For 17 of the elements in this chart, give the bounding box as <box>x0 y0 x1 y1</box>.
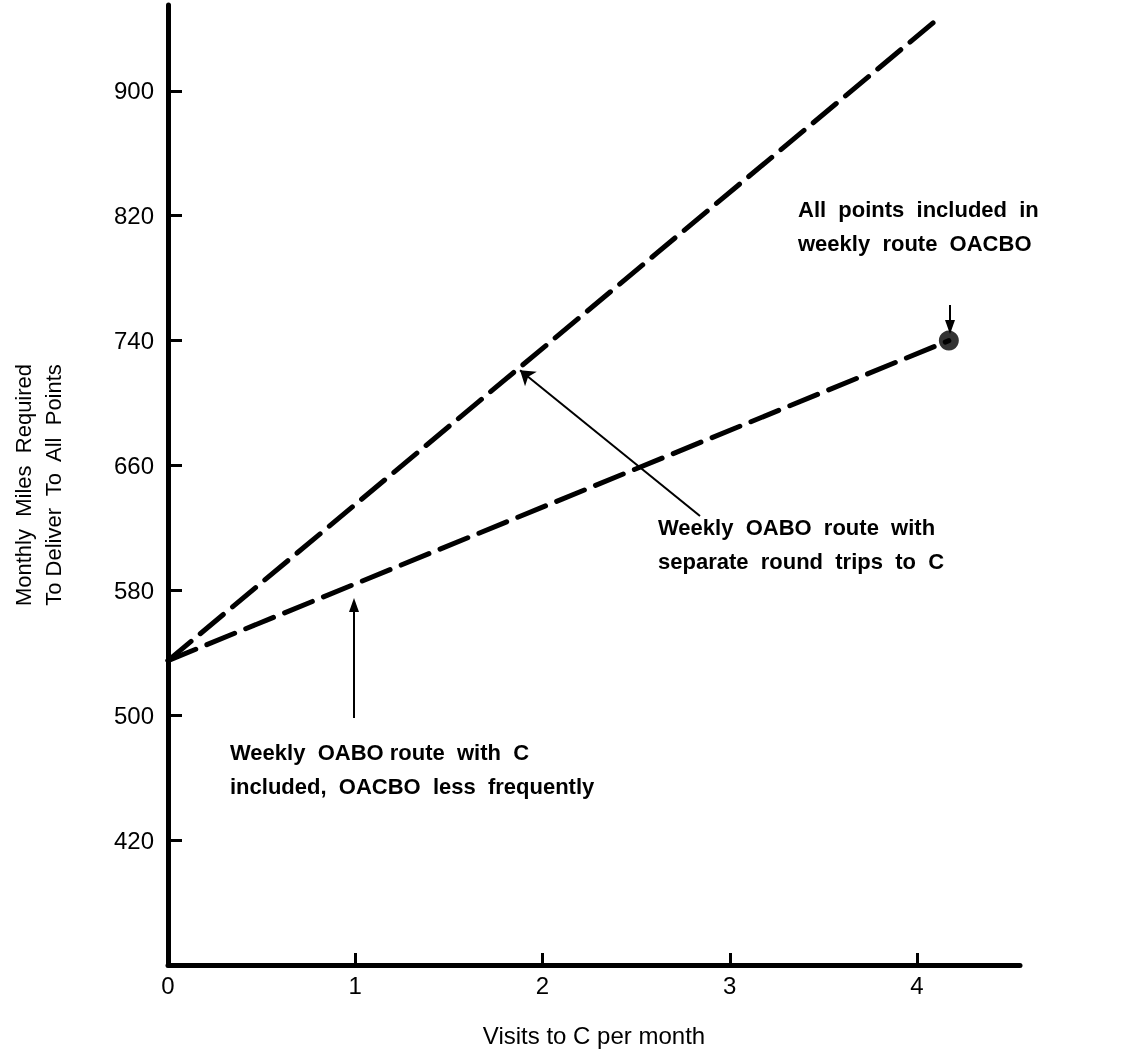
x-axis-title: Visits to C per month <box>482 1021 706 1049</box>
y-tick-label: 740 <box>113 327 154 355</box>
y-tick-label: 820 <box>113 202 154 230</box>
y-tick-label: 580 <box>113 576 154 604</box>
annotation: Weekly OABO route with separate round trips to C <box>658 514 945 574</box>
y-tick-label: 660 <box>113 451 154 479</box>
x-tick-label: 4 <box>910 971 924 999</box>
annotation: Weekly OABO route with C included, OACBO less frequently <box>230 739 596 799</box>
y-tick-label: 420 <box>113 826 154 854</box>
annotation: All points included in weekly route OACBO <box>797 196 1039 256</box>
y-axis-title: Monthly Miles Required To Deliver To All Points <box>10 363 66 607</box>
y-tick-label: 900 <box>113 77 154 105</box>
x-tick-label: 2 <box>535 971 550 999</box>
x-tick-label: 1 <box>348 971 362 999</box>
y-tick-label: 500 <box>113 701 154 729</box>
x-tick-label: 0 <box>161 971 175 999</box>
x-tick-label: 3 <box>723 971 737 999</box>
